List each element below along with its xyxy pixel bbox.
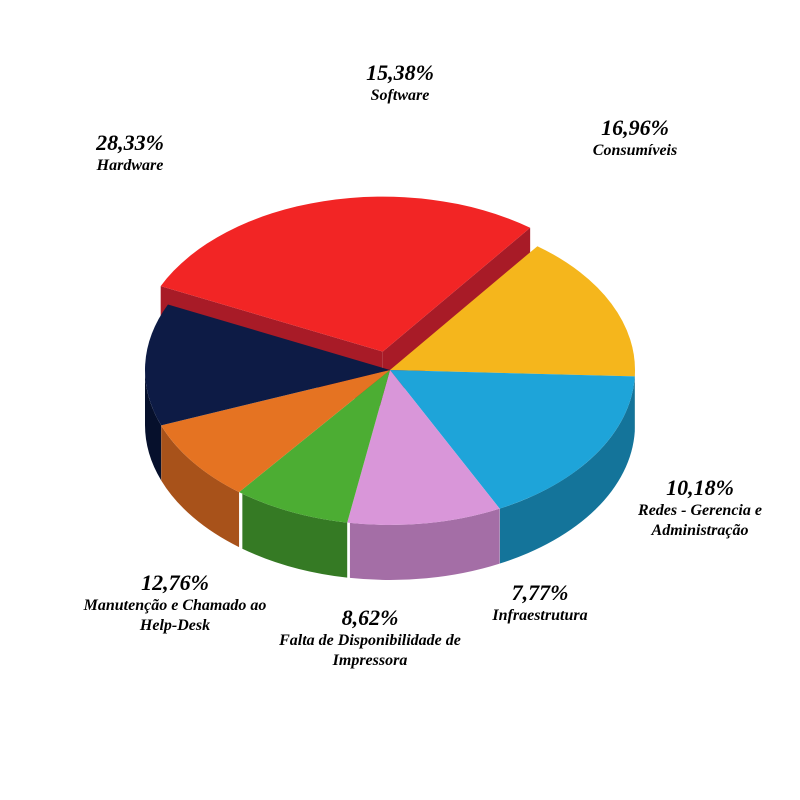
label-redes: 10,18%Redes - Gerencia e Administração: [600, 475, 800, 540]
label-helpdesk: 12,76%Manutenção e Chamado ao Help-Desk: [80, 570, 270, 635]
label-name-helpdesk: Manutenção e Chamado ao Help-Desk: [80, 596, 270, 634]
label-name-consumiveis: Consumíveis: [535, 141, 735, 160]
label-pct-redes: 10,18%: [600, 475, 800, 501]
label-name-software: Software: [310, 86, 490, 105]
label-software: 15,38%Software: [310, 60, 490, 106]
label-infra: 7,77%Infraestrutura: [450, 580, 630, 626]
label-pct-helpdesk: 12,76%: [80, 570, 270, 596]
label-pct-consumiveis: 16,96%: [535, 115, 735, 141]
label-name-impressora: Falta de Disponibilidade de Impressora: [270, 631, 470, 669]
label-name-hardware: Hardware: [45, 156, 215, 175]
label-pct-infra: 7,77%: [450, 580, 630, 606]
pie-chart-3d: 28,33%Hardware 15,38%Software 16,96%Consum…: [0, 0, 800, 800]
label-impressora: 8,62%Falta de Disponibilidade de Impress…: [270, 605, 470, 670]
label-pct-software: 15,38%: [310, 60, 490, 86]
label-name-infra: Infraestrutura: [450, 606, 630, 625]
label-name-redes: Redes - Gerencia e Administração: [600, 501, 800, 539]
label-pct-impressora: 8,62%: [270, 605, 470, 631]
label-hardware: 28,33%Hardware: [45, 130, 215, 176]
label-consumiveis: 16,96%Consumíveis: [535, 115, 735, 161]
label-pct-hardware: 28,33%: [45, 130, 215, 156]
